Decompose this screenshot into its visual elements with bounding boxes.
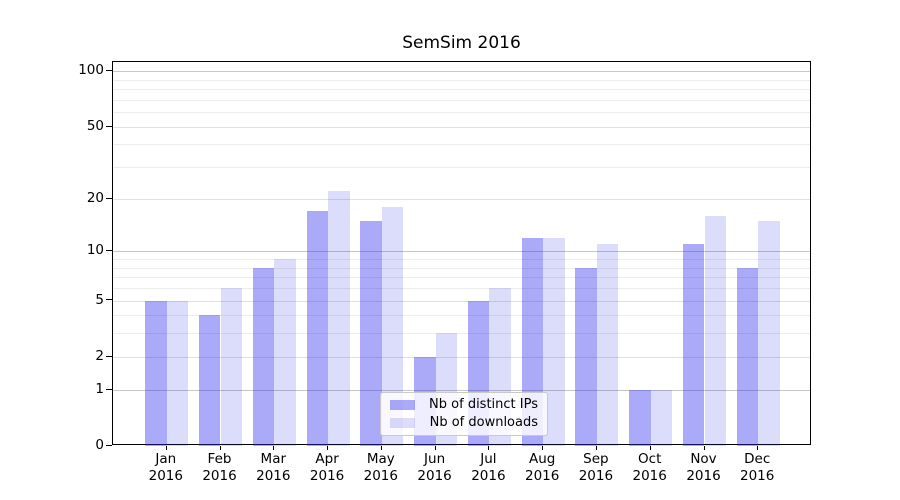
y-tick-mark [106, 356, 112, 357]
gridline [113, 89, 810, 90]
bar-ips-feb [198, 315, 221, 446]
bar-downloads-dec [758, 220, 780, 446]
gridline [113, 315, 810, 317]
legend-label-downloads: Nb of downloads [429, 414, 538, 430]
bar-downloads-nov [704, 215, 727, 446]
x-tick-label: Feb 2016 [202, 451, 237, 484]
gridline [113, 79, 810, 81]
gridline [113, 267, 810, 269]
bar-ips-dec [736, 267, 759, 446]
y-tick-mark [106, 250, 112, 251]
gridline [113, 126, 810, 128]
x-tick-label: Sep 2016 [578, 451, 614, 484]
gridline [113, 277, 810, 279]
gridline [113, 99, 810, 101]
legend-label-distinct-ips: Nb of distinct IPs [429, 397, 538, 413]
y-tick-mark [106, 299, 112, 300]
gridline [113, 333, 810, 335]
bar-ips-nov [682, 244, 705, 446]
x-tick-label: Mar 2016 [256, 451, 291, 484]
y-tick-label: 20 [86, 189, 104, 206]
bar-downloads-aug [543, 237, 565, 446]
x-tick-mark [488, 446, 490, 450]
gridline [113, 259, 810, 260]
bar-downloads-oct [650, 389, 673, 446]
gridline [113, 112, 810, 114]
bar-ips-apr [306, 211, 329, 446]
x-tick-label: Jul 2016 [471, 451, 506, 484]
y-tick-mark [106, 389, 112, 390]
plot-area [112, 61, 811, 446]
x-tick-mark [219, 446, 221, 450]
legend-swatch-downloads [390, 417, 415, 428]
bar-ips-sep [575, 267, 597, 446]
x-tick-label: Apr 2016 [309, 451, 345, 484]
y-tick-mark [106, 126, 112, 127]
y-tick-label: 50 [86, 117, 104, 134]
gridline [113, 198, 810, 200]
x-tick-label: Jun 2016 [417, 451, 452, 484]
y-tick-label: 2 [95, 347, 104, 364]
bar-ips-jan [145, 300, 167, 446]
y-tick-label: 100 [78, 62, 104, 79]
y-tick-mark [106, 445, 112, 446]
x-tick-mark [542, 446, 544, 450]
x-tick-mark [649, 446, 651, 450]
y-tick-label: 10 [86, 242, 104, 259]
bar-downloads-may [381, 206, 404, 446]
x-tick-label: Jan 2016 [148, 451, 183, 484]
gridline [113, 144, 810, 146]
gridline [113, 300, 810, 302]
x-tick-mark [703, 446, 705, 450]
x-tick-label: Oct 2016 [632, 451, 667, 484]
bar-downloads-jan [166, 300, 189, 446]
x-tick-mark [757, 446, 759, 450]
bar-downloads-sep [596, 244, 619, 446]
gridline [113, 389, 810, 391]
gridline [113, 251, 810, 253]
gridline [113, 71, 810, 73]
y-tick-label: 1 [95, 380, 104, 397]
x-tick-label: May 2016 [363, 451, 398, 484]
chart-title: SemSim 2016 [402, 33, 521, 53]
x-tick-mark [595, 446, 597, 450]
gridline [113, 167, 810, 169]
legend: Nb of distinct IPs Nb of downloads [380, 392, 548, 436]
gridline [113, 356, 810, 358]
bar-downloads-feb [220, 287, 243, 446]
x-tick-mark [165, 446, 167, 450]
x-tick-label: Nov 2016 [686, 451, 721, 484]
y-tick-mark [106, 70, 112, 71]
x-tick-mark [273, 446, 275, 450]
legend-swatch-distinct-ips [390, 400, 415, 411]
x-tick-label: Dec 2016 [740, 451, 775, 484]
legend-item-distinct-ips: Nb of distinct IPs [390, 397, 538, 413]
legend-item-downloads: Nb of downloads [390, 415, 538, 431]
y-tick-mark [106, 198, 112, 199]
bar-ips-mar [252, 267, 275, 446]
gridline [113, 287, 810, 289]
bar-ips-may [360, 220, 382, 446]
x-tick-label: Aug 2016 [525, 451, 560, 484]
x-tick-mark [380, 446, 382, 450]
y-tick-label: 0 [95, 437, 104, 453]
bar-downloads-mar [274, 259, 296, 446]
x-tick-mark [434, 446, 436, 450]
y-tick-label: 5 [95, 291, 104, 308]
bar-downloads-apr [328, 191, 350, 446]
bar-ips-oct [629, 389, 651, 446]
x-tick-mark [327, 446, 329, 450]
